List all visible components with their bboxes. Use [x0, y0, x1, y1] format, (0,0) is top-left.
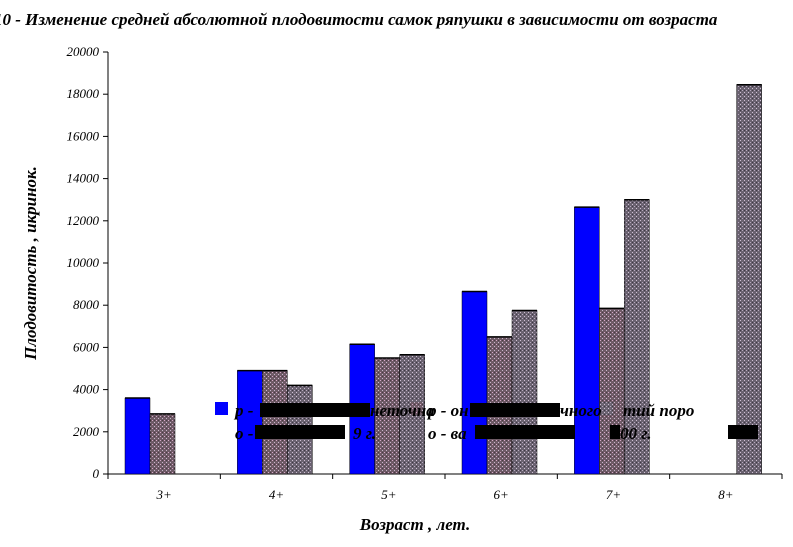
- bar-2-4plus: [262, 370, 288, 475]
- legend-obscured-block: [610, 425, 620, 439]
- legend-obscured-block: [475, 425, 575, 439]
- y-tick-label: 20000: [67, 44, 100, 59]
- legend-obscured-block: [728, 425, 758, 439]
- y-tick-label: 4000: [73, 382, 100, 397]
- legend: р - неточна о - 9 г. р - он чного о - ва тий …: [215, 401, 758, 443]
- legend-swatch-1: [215, 402, 228, 415]
- legend-label: чного: [560, 401, 602, 420]
- y-tick-label: 0: [93, 466, 100, 481]
- legend-label: о -: [235, 424, 254, 443]
- y-tick-label: 16000: [67, 128, 100, 143]
- legend-obscured-block: [255, 425, 345, 439]
- x-tick-label: 5+: [381, 487, 396, 502]
- x-tick-label: 8+: [718, 487, 733, 502]
- x-tick-label: 6+: [494, 487, 509, 502]
- y-tick-label: 6000: [73, 339, 100, 354]
- bar-1-6plus: [461, 291, 488, 475]
- bar-2-3plus: [149, 413, 176, 475]
- legend-obscured-block: [470, 403, 560, 417]
- x-axis-title: Возраст , лет.: [359, 515, 471, 534]
- legend-obscured-block: [260, 403, 370, 417]
- legend-label: неточна: [370, 401, 435, 420]
- legend-swatch-2: [410, 402, 423, 415]
- y-tick-label: 18000: [67, 86, 100, 101]
- y-tick-label: 2000: [73, 424, 100, 439]
- legend-label: 9 г.: [353, 424, 376, 443]
- bar-1-4plus: [237, 370, 263, 475]
- bar-3-7plus: [624, 199, 650, 475]
- bars: [124, 83, 762, 475]
- y-tick-label: 12000: [67, 213, 100, 228]
- y-tick-label: 10000: [67, 255, 100, 270]
- legend-label: р -: [233, 401, 254, 420]
- bar-1-3plus: [124, 397, 151, 475]
- y-tick-label: 8000: [73, 297, 100, 312]
- legend-label: тий поро: [623, 401, 694, 420]
- chart-title: 10 - Изменение средней абсолютной плодов…: [0, 10, 718, 29]
- bar-1-7plus: [574, 206, 600, 475]
- legend-label: о - ва: [428, 424, 467, 443]
- bar-3-8plus: [736, 84, 762, 475]
- y-tick-label: 14000: [67, 171, 100, 186]
- x-tick-label: 7+: [606, 487, 621, 502]
- y-axis-title: Плодовитость , икринок.: [21, 166, 40, 361]
- x-tick-label: 3+: [156, 487, 172, 502]
- legend-label: р - он: [426, 401, 469, 420]
- axes: 0 2000 4000 6000 8000 10000 12000 14000 16000 180…: [21, 44, 783, 534]
- x-tick-label: 4+: [269, 487, 284, 502]
- bar-2-7plus: [599, 308, 625, 475]
- bar-3-6plus: [511, 310, 538, 475]
- legend-swatch-3: [600, 402, 613, 415]
- legend-label: 00 г.: [620, 424, 652, 443]
